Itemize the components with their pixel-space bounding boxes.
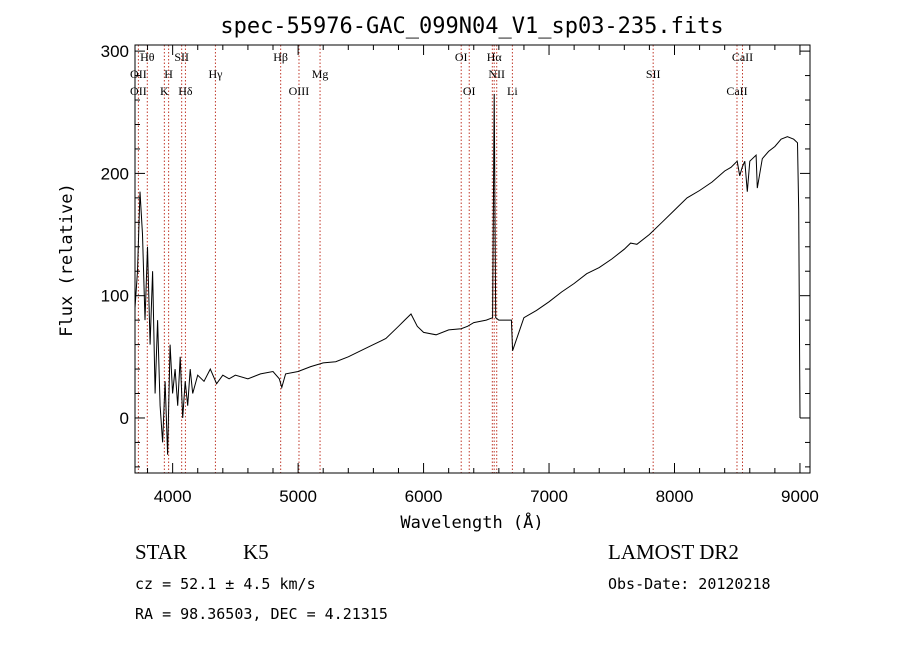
x-tick-label-4000: 4000 — [154, 487, 192, 506]
line-marker-label-18: CaII — [726, 84, 747, 98]
redshift-cz: cz = 52.1 ± 4.5 km/s — [135, 575, 316, 593]
x-tick-label-8000: 8000 — [656, 487, 694, 506]
line-marker-label-9: Mg — [312, 67, 329, 81]
y-tick-label-0: 0 — [120, 409, 129, 428]
y-tick-label-200: 200 — [101, 164, 129, 183]
line-marker-label-7: Hγ — [208, 67, 223, 81]
line-marker-label-17: CaII — [732, 50, 753, 64]
line-marker-label-2: OII — [130, 84, 147, 98]
object-subclass: K5 — [243, 540, 269, 564]
line-marker-label-12: OI — [463, 84, 476, 98]
chart-title: spec-55976-GAC_099N04_V1_sp03-235.fits — [220, 14, 723, 39]
x-axis-ticks: 4000 5000 6000 7000 8000 9000 — [147, 45, 819, 506]
plot-frame — [134, 44, 811, 474]
line-marker-label-5: K — [160, 84, 169, 98]
line-marker-label-15: Li — [507, 84, 518, 98]
line-marker-label-6: Hδ — [178, 84, 193, 98]
y-tick-label-300: 300 — [101, 42, 129, 61]
line-markers — [137, 45, 743, 473]
line-marker-label-11: OI — [455, 50, 468, 64]
x-tick-label-9000: 9000 — [781, 487, 819, 506]
spectrum-line — [134, 93, 801, 455]
line-marker-label-0: Hθ — [140, 50, 155, 64]
x-tick-label-7000: 7000 — [530, 487, 568, 506]
line-marker-label-13: Hα — [487, 50, 503, 64]
x-tick-label-6000: 6000 — [405, 487, 443, 506]
line-marker-label-14: NII — [488, 67, 505, 81]
line-marker-label-10: OIII — [289, 84, 310, 98]
y-tick-label-100: 100 — [101, 287, 129, 306]
y-axis-label: Flux (relative) — [57, 183, 77, 337]
y-axis-ticks: 0 100 200 300 — [101, 42, 810, 468]
line-marker-label-8: Hβ — [273, 50, 288, 64]
line-marker-label-1: OII — [130, 67, 147, 81]
survey-label: LAMOST DR2 — [608, 540, 739, 564]
ra-dec: RA = 98.36503, DEC = 4.21315 — [135, 605, 388, 623]
line-marker-label-16: SII — [646, 67, 661, 81]
object-class: STAR — [135, 540, 187, 564]
obs-date: Obs-Date: 20120218 — [608, 575, 771, 593]
x-axis-label: Wavelength (Å) — [400, 511, 543, 533]
line-marker-label-3: SII — [174, 50, 189, 64]
line-marker-label-4: H — [164, 67, 173, 81]
x-tick-label-5000: 5000 — [279, 487, 317, 506]
